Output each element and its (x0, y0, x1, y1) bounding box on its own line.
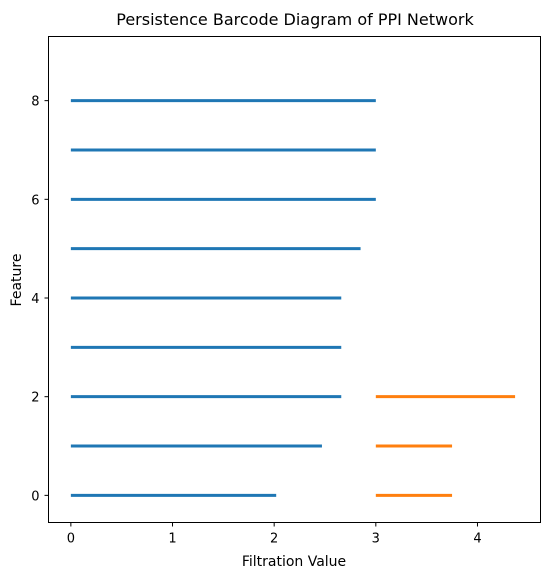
chart-title: Persistence Barcode Diagram of PPI Netwo… (116, 10, 474, 29)
x-axis-label: Filtration Value (242, 554, 346, 570)
y-tick-label: 0 (31, 489, 39, 504)
x-tick-label: 3 (372, 532, 380, 547)
y-tick-label: 8 (31, 95, 39, 110)
x-tick-label: 0 (67, 532, 75, 547)
x-tick-label: 2 (270, 532, 278, 547)
x-tick-label: 4 (473, 532, 481, 547)
y-tick-label: 6 (31, 193, 39, 208)
y-tick-label: 4 (31, 292, 39, 307)
plot-frame (48, 36, 541, 523)
ticks-layer: 0 1 2 3 4 0 2 4 6 8 (31, 95, 481, 547)
bars-layer (70, 99, 516, 497)
x-tick-label: 1 (168, 532, 176, 547)
y-axis-label: Feature (9, 254, 25, 307)
y-tick-label: 2 (31, 391, 39, 406)
